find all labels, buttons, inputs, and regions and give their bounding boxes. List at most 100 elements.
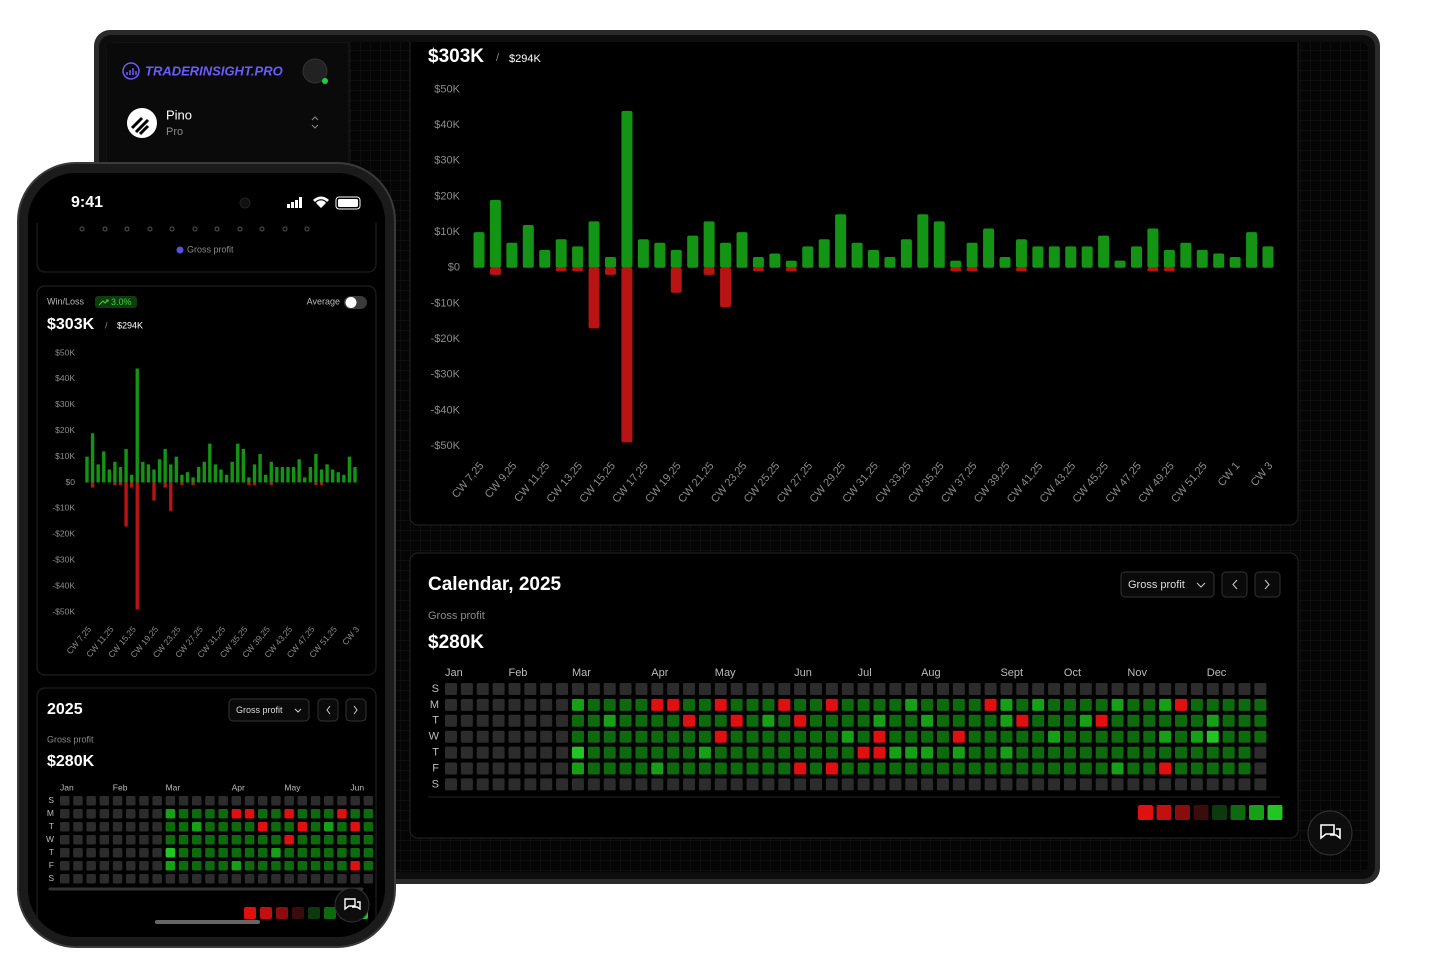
day-cell [508, 778, 521, 791]
day-cell [73, 848, 83, 858]
day-cell [587, 778, 600, 791]
day-cell [1032, 778, 1045, 791]
day-cell [619, 698, 632, 711]
day-cell [1095, 778, 1108, 791]
day-cell [1016, 698, 1029, 711]
day-cell [603, 714, 616, 727]
day-cell [152, 861, 162, 871]
day-cell [165, 796, 176, 806]
day-cell [284, 848, 294, 858]
avatar[interactable] [302, 58, 328, 84]
day-cell [683, 762, 696, 775]
account-name[interactable]: Pino [166, 107, 192, 122]
legend-swatch [260, 907, 272, 919]
day-cell [165, 848, 176, 858]
day-cell [825, 714, 838, 727]
phone-next[interactable] [345, 698, 367, 722]
day-cell [1175, 698, 1188, 711]
day-cell [1048, 683, 1061, 695]
day-cell [1063, 778, 1076, 791]
day-cell [1206, 714, 1219, 727]
day-cell [350, 848, 360, 858]
bar [303, 477, 307, 483]
day-cell [825, 698, 838, 711]
bar [752, 257, 764, 268]
day-cell [337, 822, 347, 832]
day-cell [1127, 746, 1140, 759]
y-tick-label: -$30K [52, 554, 75, 564]
phone-dropdown[interactable] [228, 698, 310, 722]
day-cell [603, 746, 616, 759]
bar [129, 482, 134, 488]
phone-prev[interactable] [317, 698, 339, 722]
day-cell [271, 835, 281, 845]
day-cell [178, 822, 189, 832]
separator: / [496, 52, 500, 64]
bar [169, 464, 173, 483]
calendar-total: $280K [428, 632, 484, 653]
account-logo-mark [130, 116, 150, 136]
day-cell [258, 835, 268, 845]
day-cell [524, 683, 537, 695]
day-cell [178, 874, 189, 884]
day-cell [603, 778, 616, 791]
day-cell [460, 730, 473, 743]
bar [1163, 267, 1175, 272]
day-cell [350, 874, 360, 884]
day-cell [1222, 730, 1235, 743]
day-cell [126, 861, 136, 871]
day-cell [1222, 698, 1235, 711]
day-cell [492, 730, 505, 743]
day-cell [460, 698, 473, 711]
day-cell [271, 796, 281, 806]
account-switch[interactable] [311, 116, 319, 129]
bar [752, 267, 764, 272]
day-cell [873, 746, 886, 759]
day-label: S [432, 683, 439, 695]
day-cell [337, 874, 347, 884]
next-button[interactable] [1254, 571, 1281, 598]
bar [1229, 257, 1241, 268]
month-label: Jan [60, 782, 74, 792]
day-cell [1190, 778, 1203, 791]
day-cell [310, 861, 321, 871]
day-cell [651, 683, 664, 695]
day-cell [445, 698, 457, 711]
bar [157, 459, 162, 483]
day-cell [86, 809, 96, 819]
day-cell [524, 762, 537, 775]
bar [180, 482, 184, 486]
day-cell [1095, 762, 1108, 775]
day-cell [1111, 762, 1124, 775]
bar [1015, 267, 1027, 272]
day-cell [476, 778, 489, 791]
day-cell [698, 683, 711, 695]
day-cell [271, 809, 281, 819]
bar [152, 482, 156, 501]
prev-button[interactable] [1221, 571, 1248, 598]
bar [999, 257, 1011, 268]
chat-button[interactable] [1307, 810, 1353, 856]
metric-dropdown[interactable] [1120, 571, 1215, 598]
day-cell [810, 730, 823, 743]
day-cell [873, 778, 886, 791]
bar [621, 267, 633, 443]
day-cell [508, 746, 521, 759]
day-cell [1032, 762, 1045, 775]
day-cell [683, 730, 696, 743]
bar [124, 448, 128, 483]
dropdown-label: Gross profit [1128, 579, 1185, 591]
average-label: Average [307, 296, 340, 306]
phone-chat-button[interactable] [334, 887, 370, 923]
day-cell [126, 848, 136, 858]
legend-swatch [244, 907, 256, 919]
day-cell [350, 796, 360, 806]
change: 3.0% [111, 297, 132, 307]
day-cell [603, 762, 616, 775]
day-cell [112, 874, 123, 884]
legend-swatch [1156, 805, 1172, 820]
day-cell [508, 730, 521, 743]
day-cell [1254, 730, 1267, 743]
day-cell [857, 778, 870, 791]
day-cell [889, 683, 902, 695]
